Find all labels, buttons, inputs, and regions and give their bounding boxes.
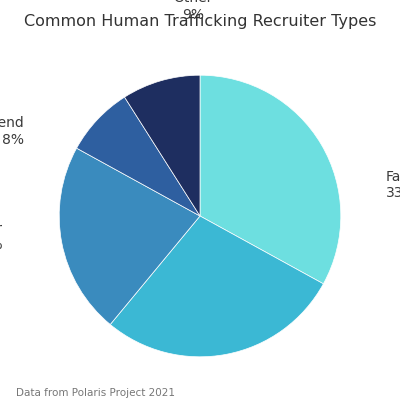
Title: Common Human Trafficking Recruiter Types: Common Human Trafficking Recruiter Types — [24, 14, 376, 29]
Wedge shape — [200, 75, 341, 284]
Wedge shape — [59, 148, 200, 324]
Text: Family
33%: Family 33% — [386, 170, 400, 200]
Text: Friend
8%: Friend 8% — [0, 116, 24, 147]
Text: Data from Polaris Project 2021: Data from Polaris Project 2021 — [16, 388, 175, 398]
Wedge shape — [110, 216, 323, 357]
Wedge shape — [124, 75, 200, 216]
Text: Employer
22%: Employer 22% — [0, 222, 3, 252]
Wedge shape — [77, 97, 200, 216]
Text: Other
9%: Other 9% — [173, 0, 213, 22]
